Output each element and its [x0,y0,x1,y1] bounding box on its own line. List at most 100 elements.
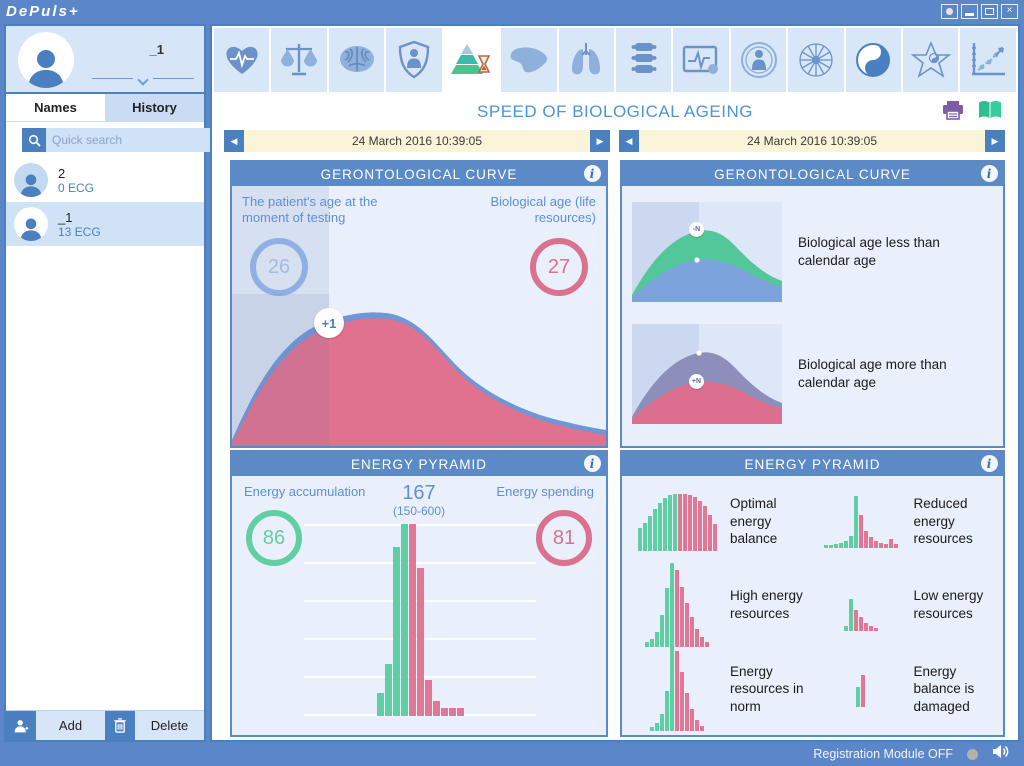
date-navigator-right: ◀ 24 March 2016 10:39:05 ▶ [619,130,1005,152]
tab-growth-chart[interactable] [960,28,1016,92]
prev-date-button[interactable]: ◀ [224,130,244,152]
shield-person-icon [398,40,430,79]
difference-badge: -N [689,222,704,237]
current-patient-card[interactable]: _1 [6,26,204,94]
tab-liver[interactable] [501,28,557,92]
avatar [18,32,74,88]
window-controls: × [941,3,1018,19]
delete-patient-button[interactable]: Delete [105,711,204,740]
speaker-icon [993,745,1009,758]
tab-brain[interactable] [328,28,385,92]
search-input[interactable] [46,128,213,152]
tab-yin-yang[interactable] [845,28,902,92]
tab-scales[interactable] [271,28,327,92]
tab-ageing-pyramid[interactable] [443,28,500,92]
tab-star[interactable] [903,28,959,92]
status-dot [967,748,978,760]
panel-title: ENERGY PYRAMID [350,456,488,472]
statusbar: Registration Module OFF [0,742,1024,766]
app-logo: DePuls+ [6,2,80,20]
add-patient-button[interactable]: Add [6,711,105,740]
legend-item: Low energy resources [816,563,1000,647]
patient-row-selected[interactable]: _1 13 ECG [6,202,204,246]
legend-chart-younger: -N [632,202,782,302]
calendar-age-value: 26 [250,238,308,296]
gerontological-curve-panel: GERONTOLOGICAL CURVE i The patient's age… [230,160,608,448]
search-icon[interactable] [22,128,46,152]
maximize-button[interactable] [981,3,998,19]
page-title-row: SPEED OF BIOLOGICAL AGEING [222,98,1008,126]
info-icon[interactable]: i [584,165,601,182]
legend-label: Low energy resources [913,588,984,621]
book-icon [979,100,1001,118]
legend-label: Reduced energy resources [913,496,973,547]
legend-histogram [638,647,716,731]
search-row [6,122,213,158]
titlebar: DePuls+ × [0,0,1024,22]
age-difference-badge: +1 [314,308,344,338]
legend-item: Optimal energy balance [632,480,816,563]
brain-icon [339,46,374,72]
sound-button[interactable] [992,744,1010,764]
legend-label: High energy resources [730,588,803,621]
patient-dropdown[interactable] [92,74,194,86]
sidebar: _1 Names History 2 0 ECG [4,24,213,742]
printer-icon [943,100,963,120]
add-user-icon [6,711,36,740]
next-date-button[interactable]: ▶ [985,130,1005,152]
search-box [22,128,213,152]
energy-accumulation-label: Energy accumulation [244,484,366,499]
energy-pyramid-panel: ENERGY PYRAMID i Energy accumulation Ene… [230,450,608,737]
lungs-icon [572,43,601,75]
info-icon[interactable]: i [981,455,998,472]
record-window-button[interactable] [941,3,958,19]
chevron-down-icon [137,74,149,86]
page-title: SPEED OF BIOLOGICAL AGEING [477,102,753,121]
registration-module-status: Registration Module OFF [813,747,953,761]
legend-histogram [822,495,900,548]
calendar-age-label: The patient's age at the moment of testi… [242,194,378,226]
tab-ecg-monitor[interactable] [673,28,729,92]
prev-date-button[interactable]: ◀ [619,130,639,152]
spine-icon [631,43,657,73]
person-circle-icon [740,42,777,78]
main-area: SPEED OF BIOLOGICAL AGEING ◀ 24 March 20… [210,24,1020,742]
legend-item: High energy resources [632,563,816,647]
liver-icon [510,47,547,73]
info-icon[interactable]: i [981,165,998,182]
patient-name: _1 [58,209,73,225]
patient-list: 2 0 ECG _1 13 ECG [6,158,204,710]
next-date-button[interactable]: ▶ [590,130,610,152]
tab-spine[interactable] [615,28,672,92]
patient-ecg-count: 13 ECG [58,224,101,239]
tab-history[interactable]: History [105,94,204,121]
energy-total-range: (150-600) [392,504,446,518]
avatar [14,163,48,197]
panel-title: ENERGY PYRAMID [744,456,881,472]
tab-person-circle[interactable] [730,28,787,92]
tab-names[interactable]: Names [6,94,105,121]
panel-title: GERONTOLOGICAL CURVE [320,166,518,182]
tab-chakra-wheel[interactable] [788,28,844,92]
minimize-button[interactable] [961,3,978,19]
ageing-curve [232,294,606,446]
legend-item: Reduced energy resources [816,480,1000,563]
legend-histogram [822,671,900,707]
tab-lungs[interactable] [558,28,614,92]
close-button[interactable]: × [1001,3,1018,19]
legend-item: -N Biological age less than calendar age [632,196,995,308]
report-book-button[interactable] [978,100,1002,125]
chakra-wheel-icon [799,43,833,77]
current-patient-name: _1 [149,42,164,57]
info-icon[interactable]: i [584,455,601,472]
tab-heart-pulse[interactable] [214,28,270,92]
avatar [14,207,48,241]
patient-name: 2 [58,165,66,181]
energy-total-value: 167 [402,482,436,504]
patient-row[interactable]: 2 0 ECG [6,158,204,202]
patient-ecg-count: 0 ECG [58,180,95,195]
biological-age-label: Biological age (life resources) [490,194,596,226]
tab-shield-person[interactable] [386,28,442,92]
panel-title: GERONTOLOGICAL CURVE [714,166,911,182]
print-button[interactable] [942,100,964,125]
